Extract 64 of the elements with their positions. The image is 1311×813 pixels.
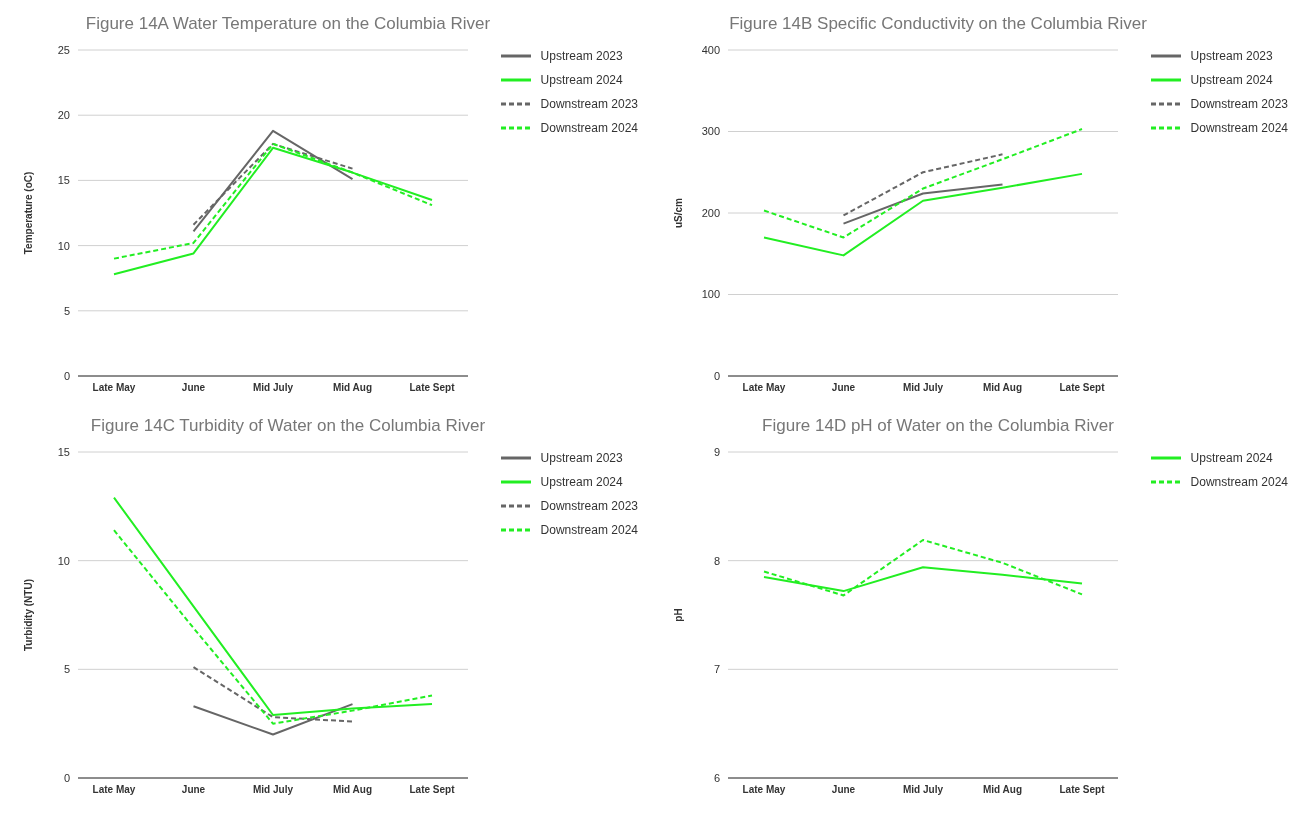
x-tick-label: Mid July bbox=[902, 784, 944, 796]
chart-title: Figure 14C Turbidity of Water on the Columbia River bbox=[89, 416, 487, 436]
legend-label: Upstream 2023 bbox=[540, 49, 623, 63]
y-tick-label: 5 bbox=[63, 304, 70, 317]
x-tick-label: Late Sept bbox=[1059, 382, 1106, 394]
x-tick-label: Mid Aug bbox=[982, 784, 1023, 796]
legend-label: Downstream 2023 bbox=[540, 499, 638, 513]
x-tick-label: June bbox=[181, 382, 206, 394]
legend-label: Upstream 2024 bbox=[1190, 73, 1273, 87]
legend-label: Downstream 2024 bbox=[1190, 475, 1288, 489]
legend-label: Upstream 2024 bbox=[1190, 451, 1273, 465]
y-tick-label: 300 bbox=[701, 125, 720, 138]
y-tick-label: 0 bbox=[63, 369, 70, 382]
x-tick-label: June bbox=[831, 382, 856, 394]
legend-label: Downstream 2024 bbox=[540, 121, 638, 135]
x-tick-label: June bbox=[181, 784, 206, 796]
y-tick-label: 25 bbox=[57, 43, 70, 56]
y-tick-label: 400 bbox=[701, 43, 720, 56]
line-series bbox=[763, 172, 1083, 257]
y-tick-label: 200 bbox=[701, 206, 720, 219]
y-tick-label: 0 bbox=[63, 771, 70, 784]
x-tick-label: Mid July bbox=[902, 382, 944, 394]
y-tick-label: 5 bbox=[63, 663, 70, 676]
legend-label: Downstream 2023 bbox=[1190, 97, 1288, 111]
y-tick-label: 6 bbox=[713, 771, 720, 784]
legend-label: Upstream 2024 bbox=[540, 73, 623, 87]
y-axis-title: Turbidity (NTU) bbox=[22, 578, 34, 652]
y-tick-label: 20 bbox=[57, 109, 70, 122]
legend-label: Upstream 2024 bbox=[540, 475, 623, 489]
x-tick-label: Mid Aug bbox=[332, 784, 373, 796]
y-axis-title: Temperature (oC) bbox=[22, 171, 34, 255]
y-tick-label: 15 bbox=[57, 445, 70, 458]
legend-label: Downstream 2023 bbox=[540, 97, 638, 111]
y-axis-title: uS/cm bbox=[672, 197, 684, 229]
x-tick-label: Mid Aug bbox=[982, 382, 1023, 394]
legend-label: Upstream 2023 bbox=[540, 451, 623, 465]
x-tick-label: Late May bbox=[742, 382, 786, 394]
x-tick-label: June bbox=[831, 784, 856, 796]
y-tick-label: 7 bbox=[713, 663, 720, 676]
legend-label: Downstream 2024 bbox=[540, 523, 638, 537]
x-tick-label: Late Sept bbox=[1059, 784, 1106, 796]
x-tick-label: Late May bbox=[92, 382, 136, 394]
chart-title: Figure 14A Water Temperature on the Columbia River bbox=[84, 14, 492, 34]
y-tick-label: 10 bbox=[57, 239, 70, 252]
line-series bbox=[763, 539, 1083, 597]
x-tick-label: Late May bbox=[92, 784, 136, 796]
legend-label: Upstream 2023 bbox=[1190, 49, 1273, 63]
x-tick-label: Late Sept bbox=[409, 382, 456, 394]
y-tick-label: 10 bbox=[57, 554, 70, 567]
y-tick-label: 0 bbox=[713, 369, 720, 382]
line-series bbox=[763, 128, 1083, 239]
y-tick-label: 15 bbox=[57, 174, 70, 187]
x-tick-label: Mid July bbox=[252, 382, 294, 394]
x-tick-label: Late May bbox=[742, 784, 786, 796]
x-tick-label: Late Sept bbox=[409, 784, 456, 796]
chart-title: Figure 14B Specific Conductivity on the Columbia River bbox=[728, 14, 1148, 34]
y-axis-title: pH bbox=[672, 608, 684, 622]
chart-title: Figure 14D pH of Water on the Columbia River bbox=[761, 416, 1115, 436]
x-tick-label: Mid July bbox=[252, 784, 294, 796]
x-tick-label: Mid Aug bbox=[332, 382, 373, 394]
y-tick-label: 9 bbox=[713, 445, 720, 458]
y-tick-label: 100 bbox=[701, 288, 720, 301]
legend-label: Downstream 2024 bbox=[1190, 121, 1288, 135]
y-tick-label: 8 bbox=[713, 554, 720, 567]
